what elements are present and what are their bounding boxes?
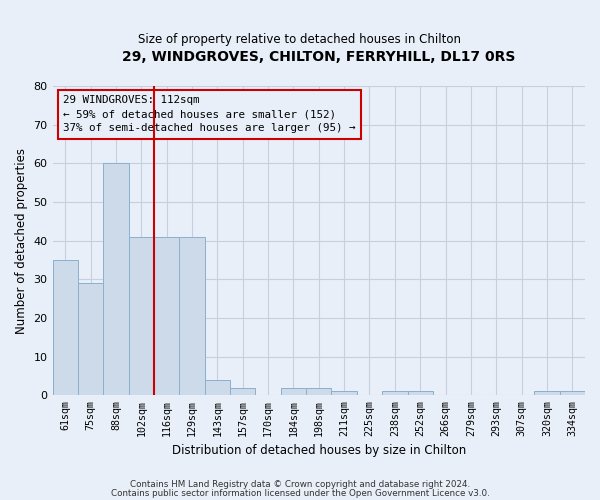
- Bar: [53, 260, 78, 396]
- Bar: [179, 237, 205, 396]
- Text: 29 WINDGROVES: 112sqm
← 59% of detached houses are smaller (152)
37% of semi-det: 29 WINDGROVES: 112sqm ← 59% of detached …: [63, 96, 356, 134]
- Bar: [534, 392, 560, 396]
- Bar: [306, 388, 331, 396]
- Bar: [560, 392, 585, 396]
- Bar: [281, 388, 306, 396]
- Text: Contains HM Land Registry data © Crown copyright and database right 2024.: Contains HM Land Registry data © Crown c…: [130, 480, 470, 489]
- Title: 29, WINDGROVES, CHILTON, FERRYHILL, DL17 0RS: 29, WINDGROVES, CHILTON, FERRYHILL, DL17…: [122, 50, 515, 64]
- Bar: [230, 388, 256, 396]
- Bar: [331, 392, 357, 396]
- Bar: [407, 392, 433, 396]
- Bar: [154, 237, 179, 396]
- Y-axis label: Number of detached properties: Number of detached properties: [15, 148, 28, 334]
- Bar: [78, 283, 103, 396]
- Bar: [205, 380, 230, 396]
- Text: Size of property relative to detached houses in Chilton: Size of property relative to detached ho…: [139, 32, 461, 46]
- Bar: [103, 164, 128, 396]
- X-axis label: Distribution of detached houses by size in Chilton: Distribution of detached houses by size …: [172, 444, 466, 458]
- Bar: [128, 237, 154, 396]
- Text: Contains public sector information licensed under the Open Government Licence v3: Contains public sector information licen…: [110, 488, 490, 498]
- Bar: [382, 392, 407, 396]
